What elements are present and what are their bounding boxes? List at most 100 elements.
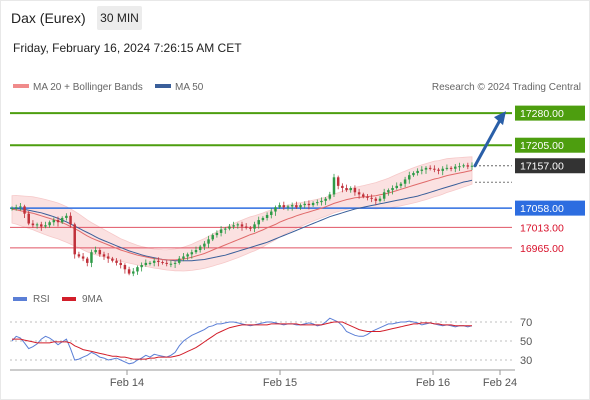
candle-body [182, 256, 185, 259]
legend-ma20-swatch [13, 84, 29, 88]
support-label: 16965.00 [520, 243, 564, 255]
candle-body [27, 213, 30, 224]
pivot-tag [515, 200, 585, 216]
rsi-y-tick: 70 [520, 317, 532, 329]
candle-body [366, 196, 369, 198]
candle-body [203, 243, 206, 247]
candle-body [382, 192, 386, 199]
candle-body [316, 202, 319, 204]
candle-body [157, 260, 160, 263]
candle-body [458, 166, 461, 168]
candle-body [240, 224, 244, 227]
candle-body [60, 217, 64, 223]
candle-body [211, 235, 214, 240]
candle-body [132, 271, 135, 274]
candle-body [324, 198, 327, 201]
candle-body [378, 198, 382, 201]
candle-body [449, 167, 453, 169]
candle-body [437, 169, 440, 171]
candle-body [190, 252, 194, 255]
legend-ma20-label: MA 20 + Bollinger Bands [33, 82, 143, 93]
support-label: 17013.00 [520, 222, 564, 234]
candle-body [424, 167, 428, 170]
candle-body [140, 265, 143, 268]
legend-rsi-label: RSI [33, 294, 50, 305]
candle-body [215, 232, 219, 236]
candle-body [253, 224, 256, 229]
rsi-ma-line [12, 321, 472, 360]
x-tick-label: Feb 24 [483, 377, 517, 389]
resistance-label: 17280.00 [520, 108, 564, 120]
candle-body [336, 177, 340, 186]
candle-body [86, 258, 89, 263]
candle-body [77, 254, 81, 257]
candle-body [349, 188, 352, 191]
candle-body [261, 217, 265, 221]
candle-body [391, 188, 394, 191]
candle-body [194, 250, 198, 253]
candle-body [198, 246, 202, 251]
candle-body [81, 256, 85, 259]
ma50-line [11, 179, 473, 262]
candle-body [136, 267, 139, 272]
x-tick-label: Feb 15 [263, 377, 297, 389]
header: Dax (Eurex) 30 MIN [0, 6, 590, 32]
candle-body [332, 177, 336, 195]
candle-body [19, 206, 22, 208]
candle-body [148, 262, 152, 264]
x-tick-label: Feb 14 [110, 377, 144, 389]
candle-body [123, 265, 127, 270]
candle-body [106, 256, 110, 259]
credit-text: Research © 2024 Trading Central [432, 82, 581, 93]
candle-body [341, 185, 344, 188]
candle-body [387, 190, 390, 193]
candle-body [90, 252, 93, 263]
candle-body [232, 225, 235, 227]
candle-body [395, 185, 398, 188]
candle-body [286, 206, 290, 208]
candle-body [357, 192, 361, 195]
candle-body [320, 200, 323, 203]
candle-body [161, 262, 164, 264]
rsi-line [11, 317, 473, 365]
candle-body [307, 203, 311, 206]
candle-body [282, 205, 286, 208]
candle-body [178, 258, 181, 263]
candle-body [186, 254, 189, 257]
candle-body [35, 224, 39, 226]
candle-body [236, 224, 240, 226]
candle-body [311, 202, 315, 206]
candle-body [73, 224, 76, 255]
legend-ma50-label: MA 50 [175, 82, 204, 93]
candle-body [65, 215, 68, 218]
candle-body [374, 198, 378, 201]
candle-body [94, 250, 97, 253]
candle-body [454, 166, 457, 169]
candle-body [115, 260, 118, 263]
candle-body [23, 206, 26, 214]
candle-body [362, 194, 365, 197]
candle-body [173, 262, 177, 264]
candle-body [31, 223, 35, 226]
candle-body [69, 215, 72, 225]
x-axis: Feb 14 Feb 15 Feb 16 Feb 24 [110, 370, 517, 389]
candle-body [98, 250, 102, 255]
candle-body [295, 205, 298, 208]
instrument-title: Dax (Eurex) [11, 10, 86, 26]
candle-body [14, 207, 18, 209]
candle-body [412, 173, 415, 176]
x-tick-label: Feb 16 [416, 377, 450, 389]
candle-body [228, 226, 231, 229]
candle-body [353, 188, 357, 193]
candle-body [290, 205, 294, 207]
candle-body [52, 220, 56, 223]
candle-body [249, 227, 252, 229]
legend-ma50-swatch [155, 84, 171, 88]
rsi-pane: 70 50 30 [10, 317, 532, 367]
candle-body [303, 203, 306, 206]
timeframe-button[interactable]: 30 MIN [97, 6, 142, 30]
candle-body [428, 167, 432, 169]
candle-body [219, 229, 223, 233]
pivot-label: 17058.00 [520, 203, 564, 215]
bollinger-band [11, 156, 473, 272]
